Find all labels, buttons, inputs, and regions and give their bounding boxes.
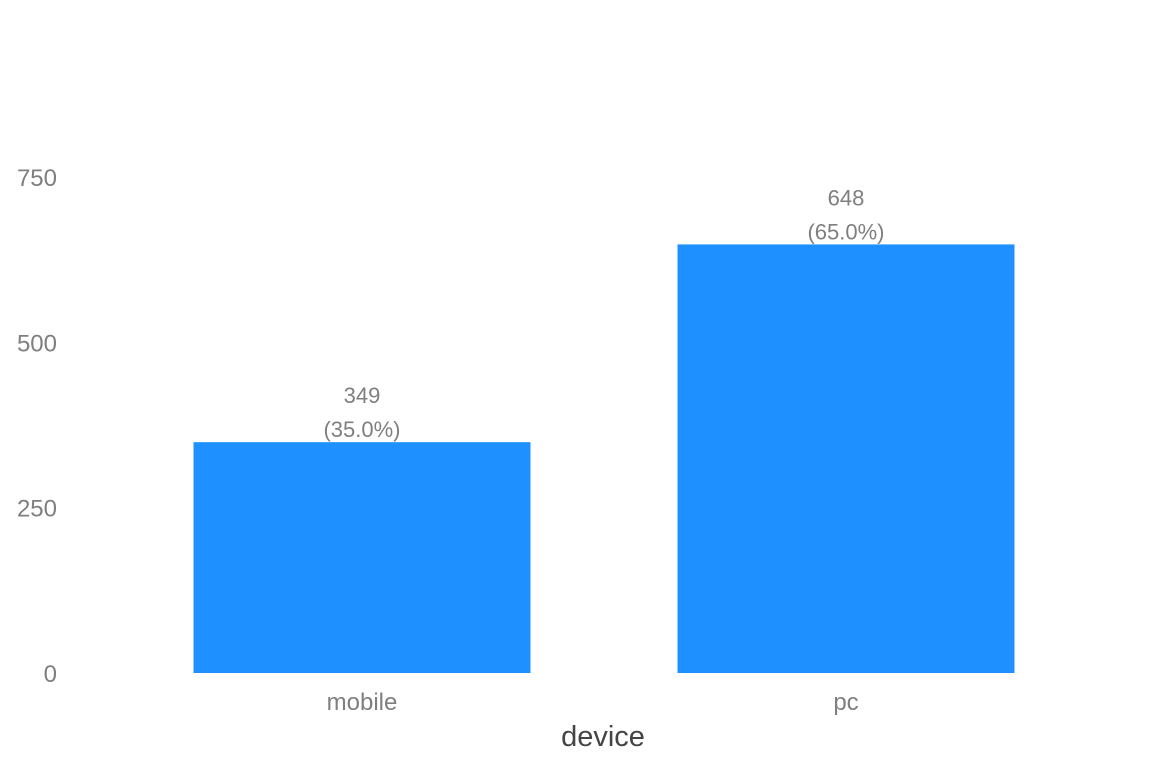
bar-pc	[677, 244, 1015, 674]
bars	[193, 244, 1015, 674]
y-axis-tick-labels: 0 250 500 750	[17, 165, 57, 688]
x-tick-label-mobile: mobile	[327, 689, 398, 716]
x-axis-title: device	[561, 721, 645, 753]
y-tick-label-500: 500	[17, 330, 57, 357]
bar-mobile	[193, 442, 531, 673]
bar-percent-label-pc: (65.0%)	[807, 219, 884, 244]
bar-count-label-mobile: 349	[344, 383, 381, 408]
y-tick-label-250: 250	[17, 496, 57, 523]
x-axis-tick-labels: mobile pc	[327, 689, 859, 716]
y-tick-label-750: 750	[17, 165, 57, 192]
bar-data-labels: 349 (35.0%) 648 (65.0%)	[323, 185, 884, 442]
x-tick-label-pc: pc	[833, 689, 858, 716]
bar-count-label-pc: 648	[828, 185, 865, 210]
y-tick-label-0: 0	[44, 661, 57, 688]
bar-percent-label-mobile: (35.0%)	[323, 417, 400, 442]
